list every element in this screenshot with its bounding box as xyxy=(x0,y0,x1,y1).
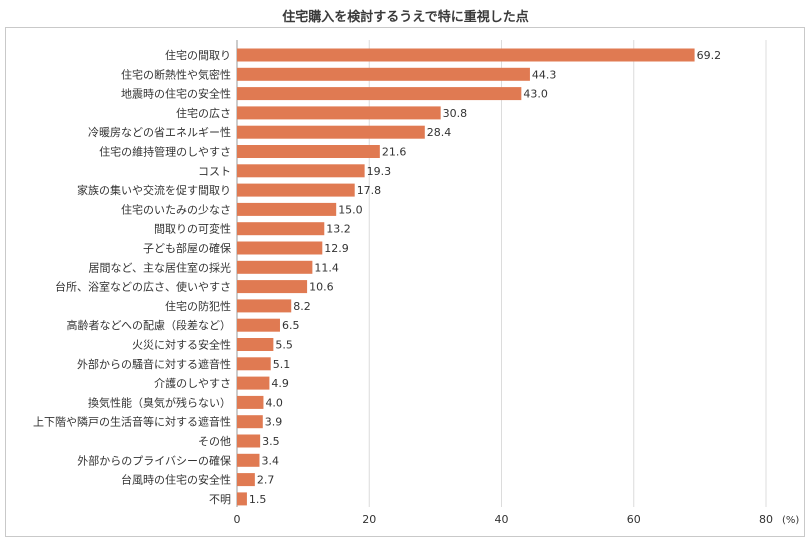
category-label: 住宅の防犯性 xyxy=(165,299,231,313)
bar xyxy=(237,202,337,216)
category-label: 住宅のいたみの少なさ xyxy=(121,202,231,216)
bar xyxy=(237,280,308,294)
category-label: 間取りの可変性 xyxy=(154,222,231,236)
bar xyxy=(237,453,260,467)
x-tick-label: 0 xyxy=(234,513,241,526)
bar xyxy=(237,473,255,487)
bar xyxy=(237,48,695,62)
value-label: 19.3 xyxy=(367,165,392,178)
category-label: 住宅の維持管理のしやすさ xyxy=(99,145,231,159)
bar xyxy=(237,338,274,351)
value-label: 12.9 xyxy=(324,242,349,255)
bar xyxy=(237,318,280,332)
value-label: 13.2 xyxy=(326,223,351,236)
category-label: 冷暖房などの省エネルギー性 xyxy=(88,125,231,139)
bar xyxy=(237,164,365,178)
value-label: 28.4 xyxy=(427,126,452,139)
category-label: 住宅の断熱性や気密性 xyxy=(121,67,231,81)
bar xyxy=(237,125,425,139)
value-label: 4.0 xyxy=(265,396,283,409)
value-label: 11.4 xyxy=(314,261,339,274)
category-label: その他 xyxy=(198,435,231,448)
value-label: 30.8 xyxy=(443,107,468,120)
x-tick-label: 20 xyxy=(362,513,376,526)
category-label: 火災に対する安全性 xyxy=(132,338,231,352)
bar xyxy=(237,260,313,274)
bar xyxy=(237,241,323,255)
value-label: 6.5 xyxy=(282,319,300,332)
category-label: 台所、浴室などの広さ、使いやすさ xyxy=(55,280,231,294)
bar xyxy=(237,434,261,448)
category-label: 外部からのプライバシーの確保 xyxy=(77,453,231,467)
category-label: 住宅の広さ xyxy=(176,106,231,120)
category-label: 高齢者などへの配慮（段差など） xyxy=(67,318,231,332)
category-label: 居間など、主な居住室の採光 xyxy=(89,260,231,274)
category-label: 換気性能（臭気が残らない） xyxy=(88,395,231,409)
value-label: 3.5 xyxy=(262,435,280,448)
value-label: 5.5 xyxy=(275,339,293,352)
bar xyxy=(237,87,522,101)
value-label: 44.3 xyxy=(532,68,557,81)
chart-frame xyxy=(5,27,805,537)
category-label: 住宅の間取り xyxy=(165,48,231,62)
category-label: 不明 xyxy=(209,493,231,506)
value-label: 3.4 xyxy=(261,454,279,467)
value-label: 5.1 xyxy=(273,358,291,371)
category-label: 家族の集いや交流を促す間取り xyxy=(77,183,231,197)
bar xyxy=(237,67,530,81)
value-label: 8.2 xyxy=(293,300,311,313)
value-label: 15.0 xyxy=(338,203,363,216)
bar xyxy=(237,222,325,236)
value-labels: 69.2 44.3 43.0 30.8 28.4 21.6 19.3 17.8 15.0 13.2… xyxy=(249,49,721,506)
category-label: 台風時の住宅の安全性 xyxy=(121,473,231,487)
bar xyxy=(237,299,292,313)
bar xyxy=(237,145,380,158)
value-label: 2.7 xyxy=(257,474,275,487)
bar xyxy=(237,492,247,506)
x-tick-label: 40 xyxy=(495,513,509,526)
value-label: 17.8 xyxy=(357,184,382,197)
value-label: 21.6 xyxy=(382,146,407,159)
bars xyxy=(237,48,695,506)
x-axis-ticks: 0 20 40 60 80 xyxy=(234,513,774,526)
chart-title: 住宅購入を検討するうえで特に重視した点 xyxy=(282,10,529,25)
x-tick-label: 60 xyxy=(627,513,641,526)
bar xyxy=(237,376,270,390)
bar xyxy=(237,357,271,371)
category-label: コスト xyxy=(198,165,231,178)
value-label: 4.9 xyxy=(271,377,289,390)
category-label: 介護のしやすさ xyxy=(154,376,231,390)
category-label: 子ども部屋の確保 xyxy=(143,241,231,255)
category-label: 地震時の住宅の安全性 xyxy=(121,87,231,101)
value-label: 1.5 xyxy=(249,493,267,506)
bar xyxy=(237,395,264,409)
unit-label: (%) xyxy=(782,515,799,526)
value-label: 43.0 xyxy=(523,88,548,101)
category-label: 外部からの騒音に対する遮音性 xyxy=(77,357,231,371)
bar xyxy=(237,106,441,120)
category-labels: 住宅の間取り住宅の断熱性や気密性地震時の住宅の安全性住宅の広さ冷暖房などの省エネ… xyxy=(33,48,231,506)
value-label: 10.6 xyxy=(309,281,334,294)
category-label: 上下階や隣戸の生活音等に対する遮音性 xyxy=(33,415,231,429)
x-tick-label: 80 xyxy=(759,513,773,526)
value-label: 3.9 xyxy=(265,416,283,429)
bar xyxy=(237,415,263,429)
bar xyxy=(237,183,355,197)
value-label: 69.2 xyxy=(697,49,722,62)
